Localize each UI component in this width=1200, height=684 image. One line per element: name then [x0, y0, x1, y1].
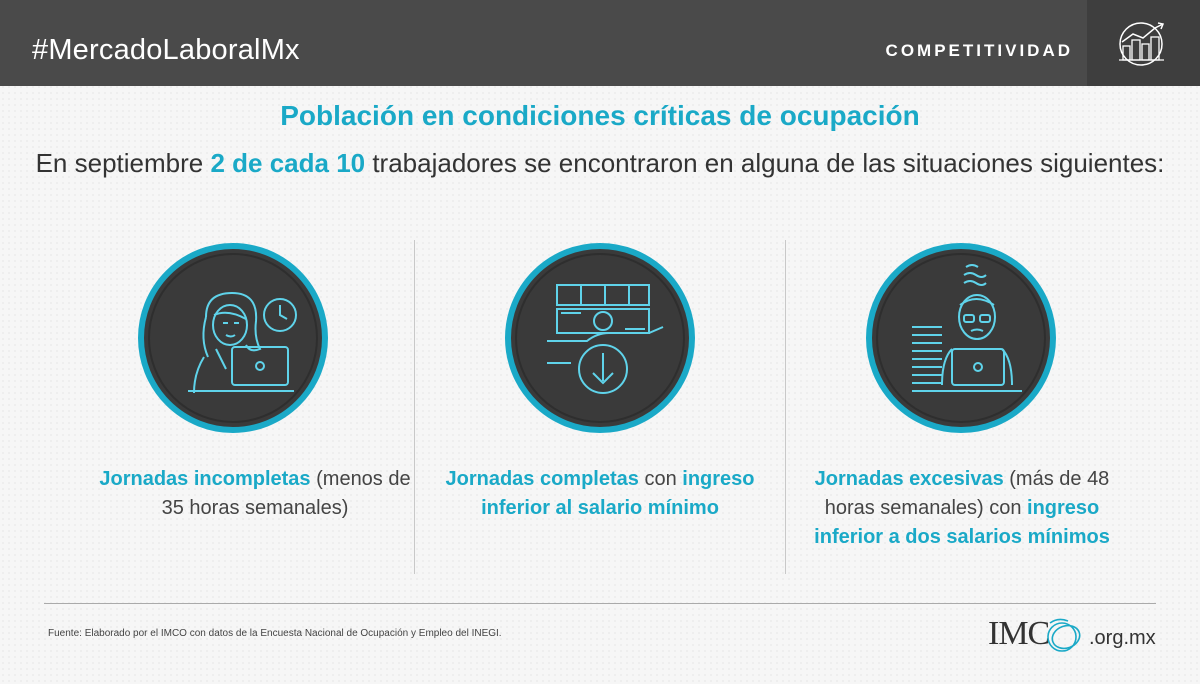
- footer-divider: [44, 603, 1156, 604]
- page-subtitle: En septiembre 2 de cada 10 trabajadores …: [0, 148, 1200, 179]
- money-down-icon: [547, 284, 664, 394]
- caption-highlight: Jornadas excesivas: [814, 468, 1004, 490]
- source-note: Fuente: Elaborado por el IMCO con datos …: [48, 628, 502, 639]
- caption-highlight: Jornadas completas: [445, 468, 639, 490]
- caption-text: (menos de 35 horas semanales): [161, 468, 411, 519]
- icon-circle-complete: [505, 243, 695, 433]
- section-label: COMPETITIVIDAD: [885, 41, 1073, 60]
- header-bar: #MercadoLaboralMx COMPETITIVIDAD: [0, 0, 1200, 86]
- tired-worker-clock-icon: [188, 291, 297, 394]
- hashtag-title: #MercadoLaboralMx: [32, 34, 300, 66]
- subtitle-text-after: trabajadores se encontraron en alguna de…: [365, 148, 1165, 178]
- subtitle-highlight: 2 de cada 10: [210, 148, 366, 178]
- caption-highlight-2: ingreso inferior al salario mínimo: [481, 468, 755, 519]
- caption-text: con: [638, 468, 683, 490]
- subtitle-text-before: En septiembre: [35, 148, 211, 178]
- caption-complete: Jornadas completas con ingreso inferior …: [440, 465, 760, 523]
- caption-highlight: Jornadas incompletas: [99, 468, 311, 490]
- overworked-worker-icon: [912, 264, 1022, 392]
- caption-text: (más de 48 horas semanales) con: [824, 468, 1110, 519]
- imco-logo: IMC .org.mx: [988, 615, 1156, 655]
- logo-org-text: .org.mx: [1089, 627, 1156, 649]
- city-growth-icon: [1119, 22, 1165, 66]
- caption-highlight-2: ingreso inferior a dos salarios mínimos: [814, 497, 1110, 548]
- icon-circle-excessive: [866, 243, 1056, 433]
- logo-swirl-icon: [1047, 618, 1081, 652]
- column-divider: [785, 240, 786, 574]
- caption-excessive: Jornadas excesivas (más de 48 horas sema…: [802, 465, 1122, 552]
- caption-incomplete: Jornadas incompletas (menos de 35 horas …: [95, 465, 415, 523]
- page-title: Población en condiciones críticas de ocu…: [280, 100, 920, 131]
- logo-imc-text: IMC: [988, 615, 1050, 652]
- column-divider: [414, 240, 415, 574]
- section-icon-box: [1087, 0, 1200, 86]
- icon-circle-incomplete: [138, 243, 328, 433]
